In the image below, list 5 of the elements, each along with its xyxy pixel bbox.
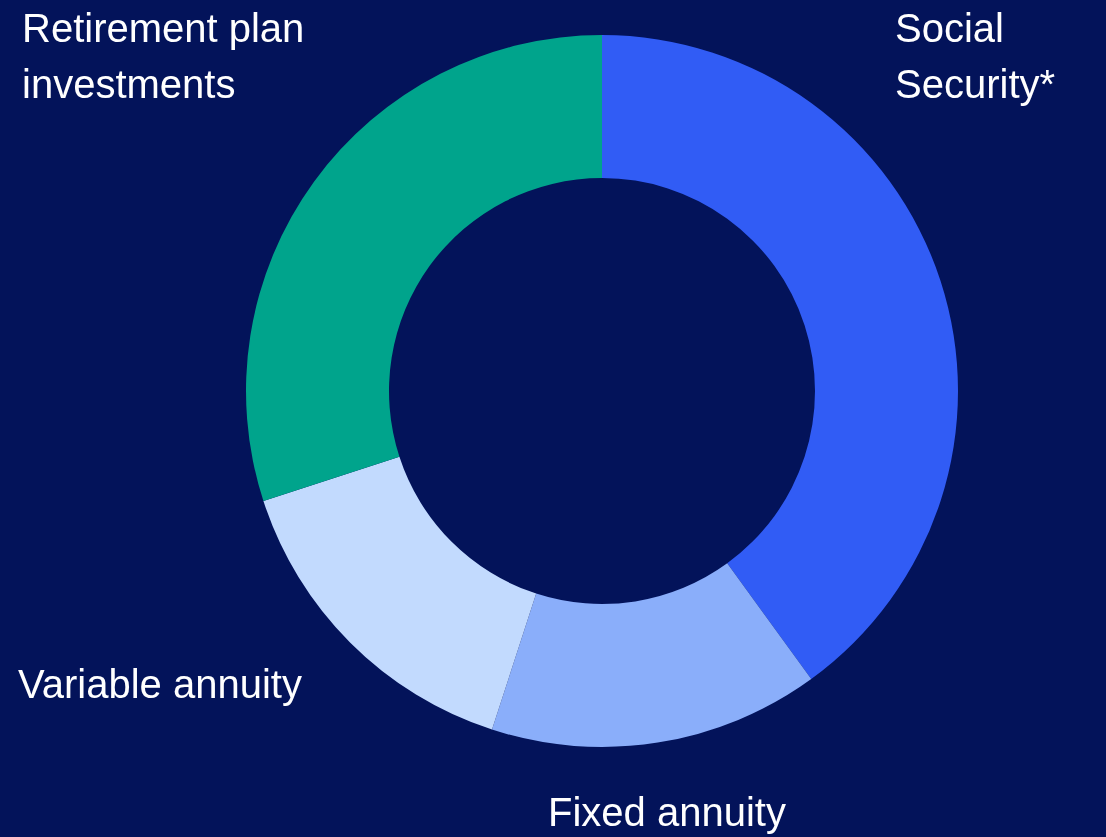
slice-label: Variable annuity [18,662,302,706]
slice-label: Social Security* [895,6,1056,106]
slice-label: Retirement plan investments [22,6,305,106]
donut-slice [491,563,812,747]
slice-label: Fixed annuity [548,790,786,834]
